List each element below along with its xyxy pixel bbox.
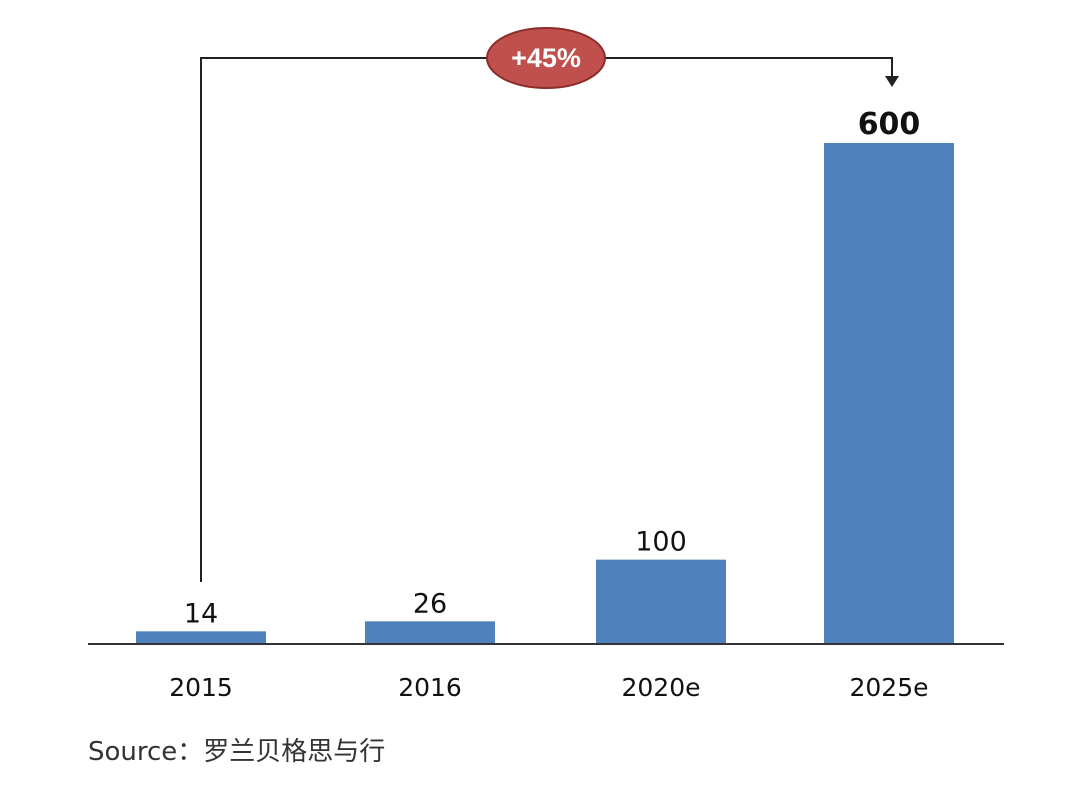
bars-layer — [136, 143, 954, 643]
bar-2016 — [365, 621, 495, 643]
annotation-arrowhead-icon — [885, 76, 899, 87]
cagr-annotation: +45% — [200, 27, 899, 582]
x-tick-label-2016: 2016 — [398, 673, 462, 702]
x-tick-label-2020e: 2020e — [621, 673, 700, 702]
data-label-2016: 26 — [413, 588, 447, 619]
data-label-2015: 14 — [184, 598, 218, 629]
annotation-connector-line — [200, 57, 893, 582]
x-tick-label-2015: 2015 — [169, 673, 233, 702]
growth-rate-badge — [486, 27, 606, 89]
bar-2015 — [136, 631, 266, 643]
labels-layer: 14 2015 26 2016 100 2020e 600 2025e — [169, 107, 928, 702]
data-label-2025e: 600 — [858, 107, 921, 142]
data-label-2020e: 100 — [635, 527, 687, 558]
growth-rate-label: +45% — [511, 43, 581, 73]
bar-2025e — [824, 143, 954, 643]
source-note: Source：罗兰贝格思与行 — [88, 737, 386, 767]
x-tick-label-2025e: 2025e — [849, 673, 928, 702]
bar-2020e — [596, 559, 726, 643]
